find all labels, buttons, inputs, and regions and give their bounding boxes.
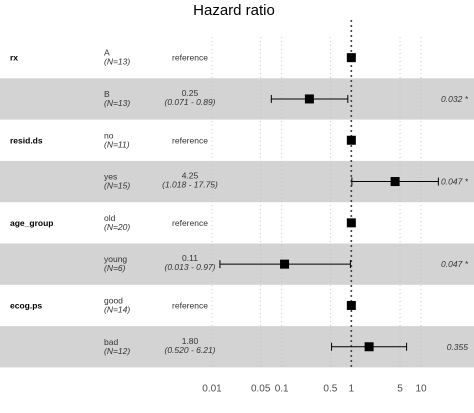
- p-value-label: 0.047 *: [441, 259, 469, 269]
- x-tick-label: 0.1: [275, 383, 289, 394]
- level-label: yes: [104, 172, 117, 182]
- chart-title: Hazard ratio: [193, 2, 275, 19]
- hazard-point: [346, 135, 356, 145]
- n-label: (N=13): [104, 57, 130, 67]
- variable-label: resid.ds: [10, 135, 43, 145]
- level-label: young: [104, 254, 127, 264]
- n-label: (N=6): [104, 263, 126, 273]
- estimate-label: reference: [172, 135, 208, 145]
- variable-label: age_group: [10, 218, 53, 228]
- x-tick-label: 5: [397, 383, 403, 394]
- ci-label: (0.071 - 0.89): [164, 97, 215, 107]
- p-values: 0.032 * 0.047 * 0.047 * 0.355: [441, 94, 469, 352]
- hazard-point: [346, 53, 356, 63]
- level-label: old: [104, 213, 116, 223]
- variable-label: rx: [10, 53, 18, 63]
- estimate-label: 0.25: [182, 88, 199, 98]
- n-label: (N=12): [104, 346, 130, 356]
- n-label: (N=13): [104, 98, 130, 108]
- p-value-label: 0.032 *: [441, 94, 469, 104]
- p-value-label: 0.355: [447, 342, 469, 352]
- ci-label: (0.520 - 6.21): [164, 345, 215, 355]
- n-label: (N=15): [104, 181, 130, 191]
- x-tick-label: 10: [415, 383, 427, 394]
- hazard-point: [304, 94, 314, 104]
- level-label: no: [104, 130, 114, 140]
- n-label: (N=11): [104, 139, 130, 149]
- x-tick-labels: 0.01 0.05 0.1 0.5 1 5 10: [202, 383, 427, 394]
- p-value-label: 0.047 *: [441, 177, 469, 187]
- x-tick-label: 0.05: [251, 383, 271, 394]
- row-band: [0, 78, 474, 120]
- estimate-label: reference: [172, 53, 208, 63]
- estimate-label: 4.25: [182, 171, 199, 181]
- hazard-point: [390, 177, 400, 187]
- hazard-point: [346, 218, 356, 228]
- row-bands: [0, 78, 474, 368]
- ci-label: (1.018 - 17.75): [162, 180, 218, 190]
- estimate-label: 1.80: [182, 336, 199, 346]
- estimate-label: reference: [172, 300, 208, 310]
- x-tick-label: 0.01: [202, 383, 222, 394]
- n-label: (N=14): [104, 304, 130, 314]
- level-label: good: [104, 295, 123, 305]
- hazard-point: [364, 342, 374, 352]
- ci-label: (0.013 - 0.97): [164, 262, 215, 272]
- x-tick-label: 0.5: [323, 383, 337, 394]
- variable-label: ecog.ps: [10, 300, 42, 310]
- hazard-point: [346, 300, 356, 310]
- estimate-label: 0.11: [182, 253, 198, 263]
- x-tick-label: 1: [349, 383, 355, 394]
- level-label: A: [104, 48, 110, 58]
- n-label: (N=20): [104, 222, 130, 232]
- level-label: bad: [104, 337, 118, 347]
- hazard-marks: [219, 53, 439, 352]
- hazard-point: [280, 259, 290, 269]
- estimate-label: reference: [172, 218, 208, 228]
- level-label: B: [104, 89, 110, 99]
